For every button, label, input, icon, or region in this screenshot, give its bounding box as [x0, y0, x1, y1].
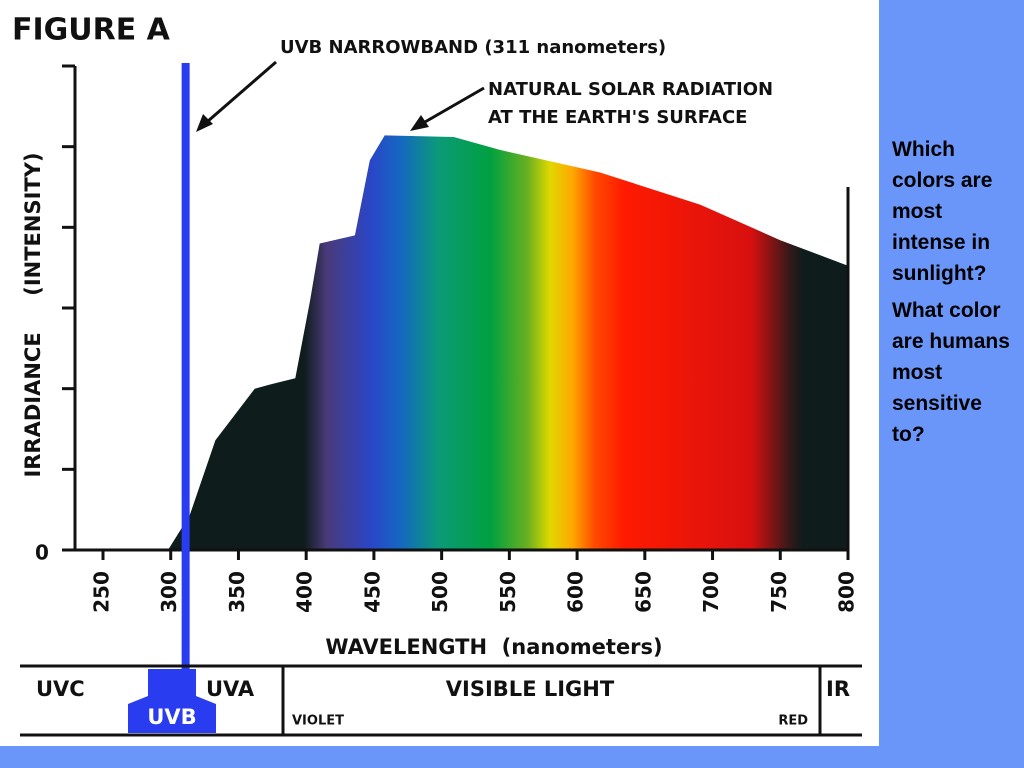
spectrum-area	[168, 135, 847, 550]
arrow-head	[410, 115, 429, 131]
uvb-band	[128, 669, 216, 733]
arrow-head	[196, 114, 213, 132]
band-label: UVB	[147, 705, 196, 729]
x-tick-label: 450	[360, 571, 384, 613]
x-tick-label: 500	[428, 571, 452, 613]
annotation: NATURAL SOLAR RADIATION	[488, 79, 773, 100]
plot: 0 250 300 350 400 450 500 550 600 650 700 750 800	[35, 63, 859, 700]
band-label: UVA	[206, 677, 255, 701]
arrow	[417, 86, 485, 128]
x-tick-label: 750	[767, 571, 791, 613]
x-tick-label: 350	[225, 571, 249, 613]
sidebar-question: What color are humans most sensitive to?	[892, 299, 1010, 446]
x-tick-label: 550	[496, 571, 520, 613]
x-tick-label: 600	[564, 571, 588, 613]
y-axis-label: IRRADIANCE (INTENSITY)	[21, 152, 45, 477]
arrow	[199, 60, 277, 130]
x-tick-label: 700	[699, 571, 723, 613]
sidebar: Which colors are most intense in sunligh…	[892, 134, 1018, 456]
x-tick-label: 250	[90, 571, 114, 613]
band-label: UVC	[36, 677, 85, 701]
x-tick-label: 300	[157, 571, 181, 613]
reference-label: UVB NARROWBAND (311 nanometers)	[280, 37, 666, 58]
band-label: RED	[778, 714, 808, 729]
chart-title: FIGURE A	[12, 13, 171, 48]
y-tick-label: 0	[35, 541, 49, 565]
band-label: IR	[826, 677, 850, 701]
band-label: VIOLET	[292, 714, 344, 729]
x-axis-label: WAVELENGTH (nanometers)	[325, 635, 662, 659]
annotation: AT THE EARTH'S SURFACE	[488, 107, 747, 128]
band-strip: UVC UVB UVA VISIBLE LIGHT VIOLET RED IR	[20, 664, 862, 737]
x-tick-label: 800	[835, 571, 859, 613]
sidebar-question: Which colors are most intense in sunligh…	[892, 138, 993, 285]
band-label: VISIBLE LIGHT	[446, 677, 615, 701]
x-tick-label: 400	[293, 571, 317, 613]
x-tick-label: 650	[631, 571, 655, 613]
